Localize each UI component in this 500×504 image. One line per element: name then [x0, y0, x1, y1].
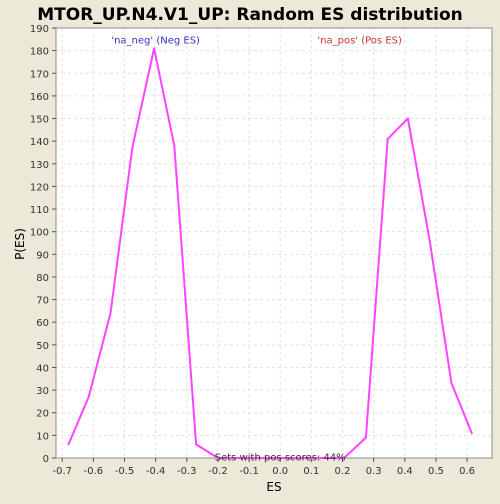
data-point	[470, 432, 473, 435]
y-tick-label: 190	[30, 24, 49, 35]
y-tick-label: 70	[36, 296, 49, 307]
y-tick-label: 160	[30, 92, 49, 103]
annotation-label: Sets with pos scores: 44%	[215, 452, 346, 463]
data-point	[279, 457, 282, 459]
data-point	[153, 47, 156, 50]
y-tick-label: 0	[43, 454, 49, 465]
chart-title: MTOR_UP.N4.V1_UP: Random ES distribution	[37, 5, 463, 25]
data-point	[87, 395, 90, 398]
plot-background	[56, 28, 492, 458]
y-tick-label: 110	[30, 205, 49, 216]
x-tick-label: 0.0	[272, 466, 288, 477]
x-tick-label: -0.6	[84, 466, 104, 477]
x-tick-label: -0.2	[208, 466, 228, 477]
y-tick-label: 130	[30, 160, 49, 171]
data-point	[173, 144, 176, 147]
x-tick-label: -0.5	[115, 466, 135, 477]
y-tick-label: 60	[36, 318, 49, 329]
x-tick-label: 0.4	[397, 466, 413, 477]
data-point	[67, 443, 70, 446]
data-point	[238, 457, 241, 459]
y-tick-label: 180	[30, 47, 49, 58]
data-point	[216, 457, 219, 459]
annotation-label: 'na_pos' (Pos ES)	[317, 35, 402, 46]
data-point	[131, 146, 134, 149]
x-tick-label: -0.1	[239, 466, 259, 477]
y-tick-label: 30	[36, 386, 49, 397]
y-tick-label: 50	[36, 341, 49, 352]
series-line	[67, 47, 473, 459]
y-tick-label: 20	[36, 409, 49, 420]
y-tick-label: 150	[30, 115, 49, 126]
y-axis-label: P(ES)	[13, 228, 27, 260]
x-axis-label: ES	[266, 480, 281, 494]
data-point	[322, 457, 325, 459]
data-point	[343, 457, 346, 459]
x-tick-label: 0.1	[303, 466, 319, 477]
y-tick-label: 10	[36, 431, 49, 442]
x-tick-label: 0.3	[366, 466, 382, 477]
y-tick-label: 90	[36, 250, 49, 261]
data-point	[406, 117, 409, 120]
y-tick-label: 100	[30, 228, 49, 239]
data-point	[109, 312, 112, 315]
data-point	[301, 457, 304, 459]
data-point	[195, 443, 198, 446]
x-tick-label: -0.3	[177, 466, 197, 477]
x-tick-label: -0.4	[146, 466, 166, 477]
y-tick-label: 120	[30, 182, 49, 193]
data-point	[364, 436, 367, 439]
x-tick-label: -0.7	[52, 466, 72, 477]
y-tick-label: 170	[30, 69, 49, 80]
data-point	[450, 382, 453, 385]
x-tick-label: 0.5	[428, 466, 444, 477]
y-tick-label: 140	[30, 137, 49, 148]
data-point	[258, 457, 261, 459]
plot-area: 0 10 20 30 40 50 60 70 80 90 100 110 120 130 140 150 160…	[30, 24, 493, 477]
y-tick-label: 40	[36, 363, 49, 374]
y-tick-label: 80	[36, 273, 49, 284]
x-tick-label: 0.2	[335, 466, 351, 477]
data-point	[428, 239, 431, 242]
data-point	[386, 137, 389, 140]
x-tick-label: 0.6	[459, 466, 475, 477]
annotation-label: 'na_neg' (Neg ES)	[111, 35, 200, 46]
